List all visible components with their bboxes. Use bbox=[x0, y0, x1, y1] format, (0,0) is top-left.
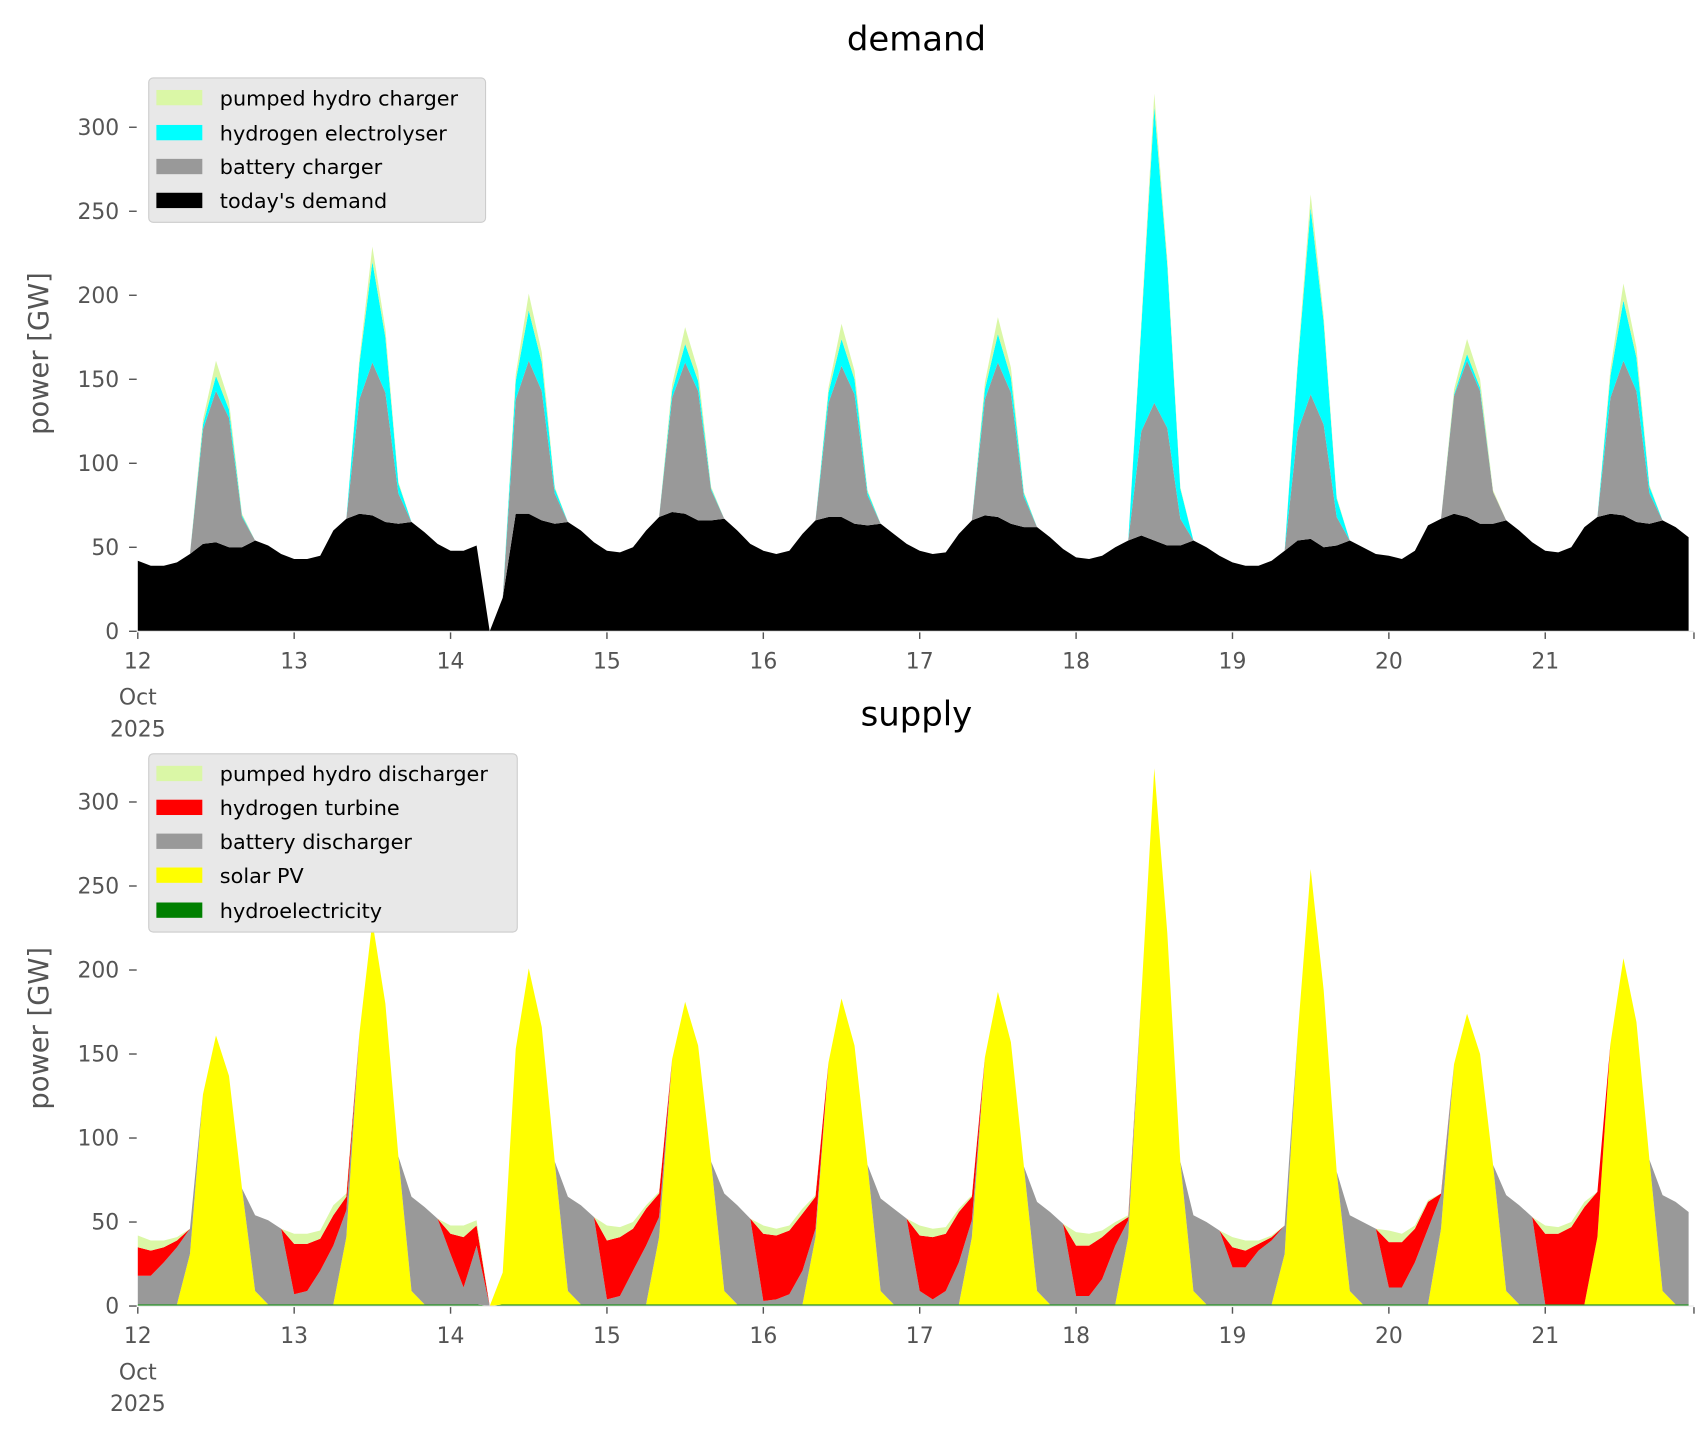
legend-label: battery discharger bbox=[220, 830, 413, 854]
x-tick-label: 17 bbox=[906, 1324, 934, 1349]
x-tick-label: 15 bbox=[593, 1324, 621, 1349]
legend-swatch-hydrogen-electrolyser bbox=[156, 124, 203, 141]
legend-swatch-pumped-hydro-charger bbox=[156, 89, 203, 106]
x-tick-label: 19 bbox=[1219, 649, 1247, 674]
demand-chart: demand power [GW] 0 50 100 150 200 250 300 12 13… bbox=[24, 20, 1695, 742]
area-solar-pv bbox=[137, 768, 1689, 1307]
x-tick-label: 13 bbox=[280, 1324, 308, 1349]
area-today-s-demand bbox=[137, 511, 1689, 632]
x-tick-label: 21 bbox=[1531, 1324, 1559, 1349]
x-tick-label: 12 bbox=[124, 649, 152, 674]
legend-swatch-hydrogen-turbine bbox=[156, 799, 203, 816]
y-tick-label: 100 bbox=[77, 1127, 119, 1152]
y-tick-label: 200 bbox=[77, 284, 119, 309]
area-layers bbox=[137, 93, 1689, 632]
chart-title: supply bbox=[861, 694, 973, 733]
x-tick-sublabel: 2025 bbox=[110, 717, 166, 742]
x-tick-label: 15 bbox=[593, 649, 621, 674]
legend-swatch-todays-demand bbox=[156, 192, 203, 209]
x-tick-label: 21 bbox=[1531, 649, 1559, 674]
legend: pumped hydro discharger hydrogen turbine… bbox=[148, 753, 518, 933]
legend-label: hydrogen electrolyser bbox=[220, 121, 447, 145]
y-tick-label: 250 bbox=[77, 875, 119, 900]
x-tick-label: 13 bbox=[280, 649, 308, 674]
y-axis-label: power [GW] bbox=[24, 947, 55, 1110]
x-tick-label: 12 bbox=[124, 1324, 152, 1349]
legend-swatch-battery-discharger bbox=[156, 833, 203, 849]
supply-chart: supply power [GW] 0 50 100 150 200 250 300 12 13… bbox=[24, 694, 1695, 1417]
area-battery-charger bbox=[137, 360, 1689, 632]
legend-swatch-solar-pv bbox=[156, 867, 203, 883]
legend-label: solar PV bbox=[220, 864, 305, 888]
legend-swatch-battery-charger bbox=[156, 158, 203, 175]
y-tick-label: 300 bbox=[77, 791, 119, 816]
legend-swatch-hydroelectricity bbox=[156, 902, 203, 918]
x-tick-label: 18 bbox=[1062, 649, 1090, 674]
area-hydrogen-turbine bbox=[137, 768, 1689, 1307]
legend-label: today's demand bbox=[220, 189, 387, 213]
y-tick-label: 50 bbox=[91, 1211, 119, 1236]
x-tick-label: 14 bbox=[437, 649, 465, 674]
x-tick-sublabel: Oct bbox=[119, 1360, 157, 1385]
y-tick-label: 250 bbox=[77, 200, 119, 225]
x-tick-label: 18 bbox=[1062, 1324, 1090, 1349]
y-tick-label: 150 bbox=[77, 368, 119, 393]
legend-box bbox=[148, 753, 518, 933]
x-tick-label: 20 bbox=[1375, 1324, 1403, 1349]
y-tick-label: 150 bbox=[77, 1043, 119, 1068]
legend-label: pumped hydro discharger bbox=[220, 762, 489, 786]
y-tick-label: 200 bbox=[77, 959, 119, 984]
x-tick-label: 16 bbox=[749, 649, 777, 674]
x-tick-label: 14 bbox=[437, 1324, 465, 1349]
x-tick-label: 19 bbox=[1219, 1324, 1247, 1349]
x-tick-sublabel: 2025 bbox=[110, 1392, 166, 1417]
legend-label: hydroelectricity bbox=[220, 899, 382, 923]
y-tick-label: 100 bbox=[77, 452, 119, 477]
legend-swatch-pumped-hydro-discharger bbox=[156, 765, 203, 782]
legend-label: pumped hydro charger bbox=[220, 86, 459, 110]
y-axis-label: power [GW] bbox=[24, 272, 55, 435]
area-battery-discharger bbox=[137, 768, 1689, 1307]
legend-label: hydrogen turbine bbox=[220, 796, 400, 820]
y-tick-label: 0 bbox=[105, 620, 119, 645]
x-tick-label: 17 bbox=[906, 649, 934, 674]
legend: pumped hydro charger hydrogen electrolys… bbox=[148, 77, 487, 223]
legend-box bbox=[148, 77, 487, 223]
legend-label: battery charger bbox=[220, 155, 383, 179]
y-tick-label: 50 bbox=[91, 536, 119, 561]
y-tick-label: 300 bbox=[77, 116, 119, 141]
x-tick-label: 20 bbox=[1375, 649, 1403, 674]
y-tick-label: 0 bbox=[105, 1295, 119, 1320]
x-tick-sublabel: Oct bbox=[119, 686, 157, 711]
chart-title: demand bbox=[847, 20, 986, 59]
axes: 0 50 100 150 200 250 300 12 13 14 15 16 17 18 19 20 21 Oc… bbox=[77, 116, 1695, 742]
x-tick-label: 16 bbox=[749, 1324, 777, 1349]
axes: 0 50 100 150 200 250 300 12 13 14 15 16 17 18 19 20 21 Oc… bbox=[77, 791, 1695, 1417]
